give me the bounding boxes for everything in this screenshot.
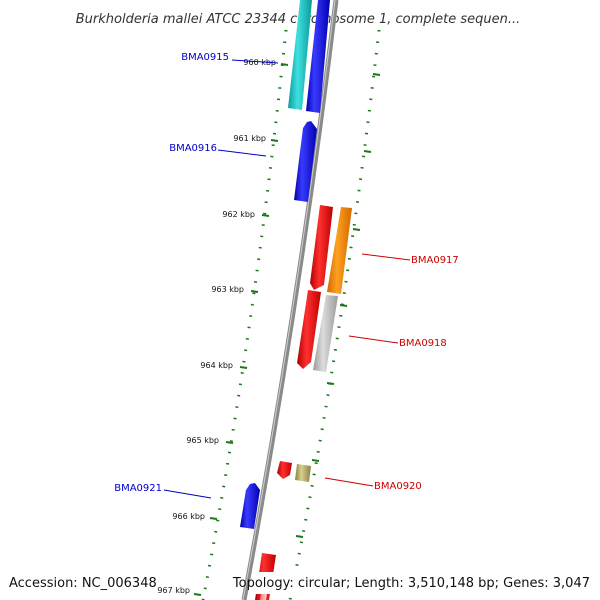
gene-label-bma0915[interactable]: BMA0915 — [181, 52, 229, 63]
leader-bma0918 — [348, 335, 399, 344]
gene-bma0920-olive[interactable] — [295, 464, 311, 482]
gene-bma0918-red[interactable] — [297, 290, 321, 369]
tick-label-961: 961 kbp — [233, 134, 266, 143]
footer-accession-bg — [4, 572, 148, 594]
backbone — [241, 0, 339, 600]
tick-label-966: 966 kbp — [172, 512, 205, 521]
gene-label-bma0918[interactable]: BMA0918 — [399, 338, 447, 349]
major-ticks — [193, 63, 381, 596]
tick-label-962: 962 kbp — [222, 210, 255, 219]
tick-label-965: 965 kbp — [186, 436, 219, 445]
gene-label-bma0916[interactable]: BMA0916 — [169, 143, 217, 154]
gene-bma0921[interactable] — [240, 483, 260, 529]
gene-label-bma0921[interactable]: BMA0921 — [114, 483, 162, 494]
gene-label-bma0920[interactable]: BMA0920 — [374, 481, 422, 492]
gene-bma0920-red[interactable] — [277, 461, 292, 479]
tick-label-960: 960 kbp — [243, 58, 276, 67]
gene-bma0915-blue[interactable] — [306, 0, 330, 113]
leader-bma0917 — [361, 253, 411, 261]
gene-bma0917-red[interactable] — [310, 205, 333, 290]
tick-label-963: 963 kbp — [211, 285, 244, 294]
gene-bma0916[interactable] — [294, 121, 317, 202]
gene-bma0917-orange[interactable] — [327, 207, 352, 294]
footer-topology: Topology: circular; Length: 3,510,148 bp… — [232, 576, 590, 591]
footer-accession: Accession: NC_006348 — [9, 576, 157, 591]
leader-bma0915 — [231, 59, 279, 64]
leader-bma0921 — [163, 489, 212, 499]
footer-topology-bg — [256, 572, 596, 594]
gene-bma0915-cyan[interactable] — [288, 0, 312, 110]
tick-label-967: 967 kbp — [157, 586, 190, 595]
gene-label-bma0917[interactable]: BMA0917 — [411, 255, 459, 266]
leader-bma0920 — [324, 477, 374, 487]
gene-bma0918-gray[interactable] — [313, 295, 338, 372]
tick-label-964: 964 kbp — [200, 361, 233, 370]
backbone-highlight — [242, 0, 336, 600]
leader-bma0916 — [217, 149, 267, 157]
